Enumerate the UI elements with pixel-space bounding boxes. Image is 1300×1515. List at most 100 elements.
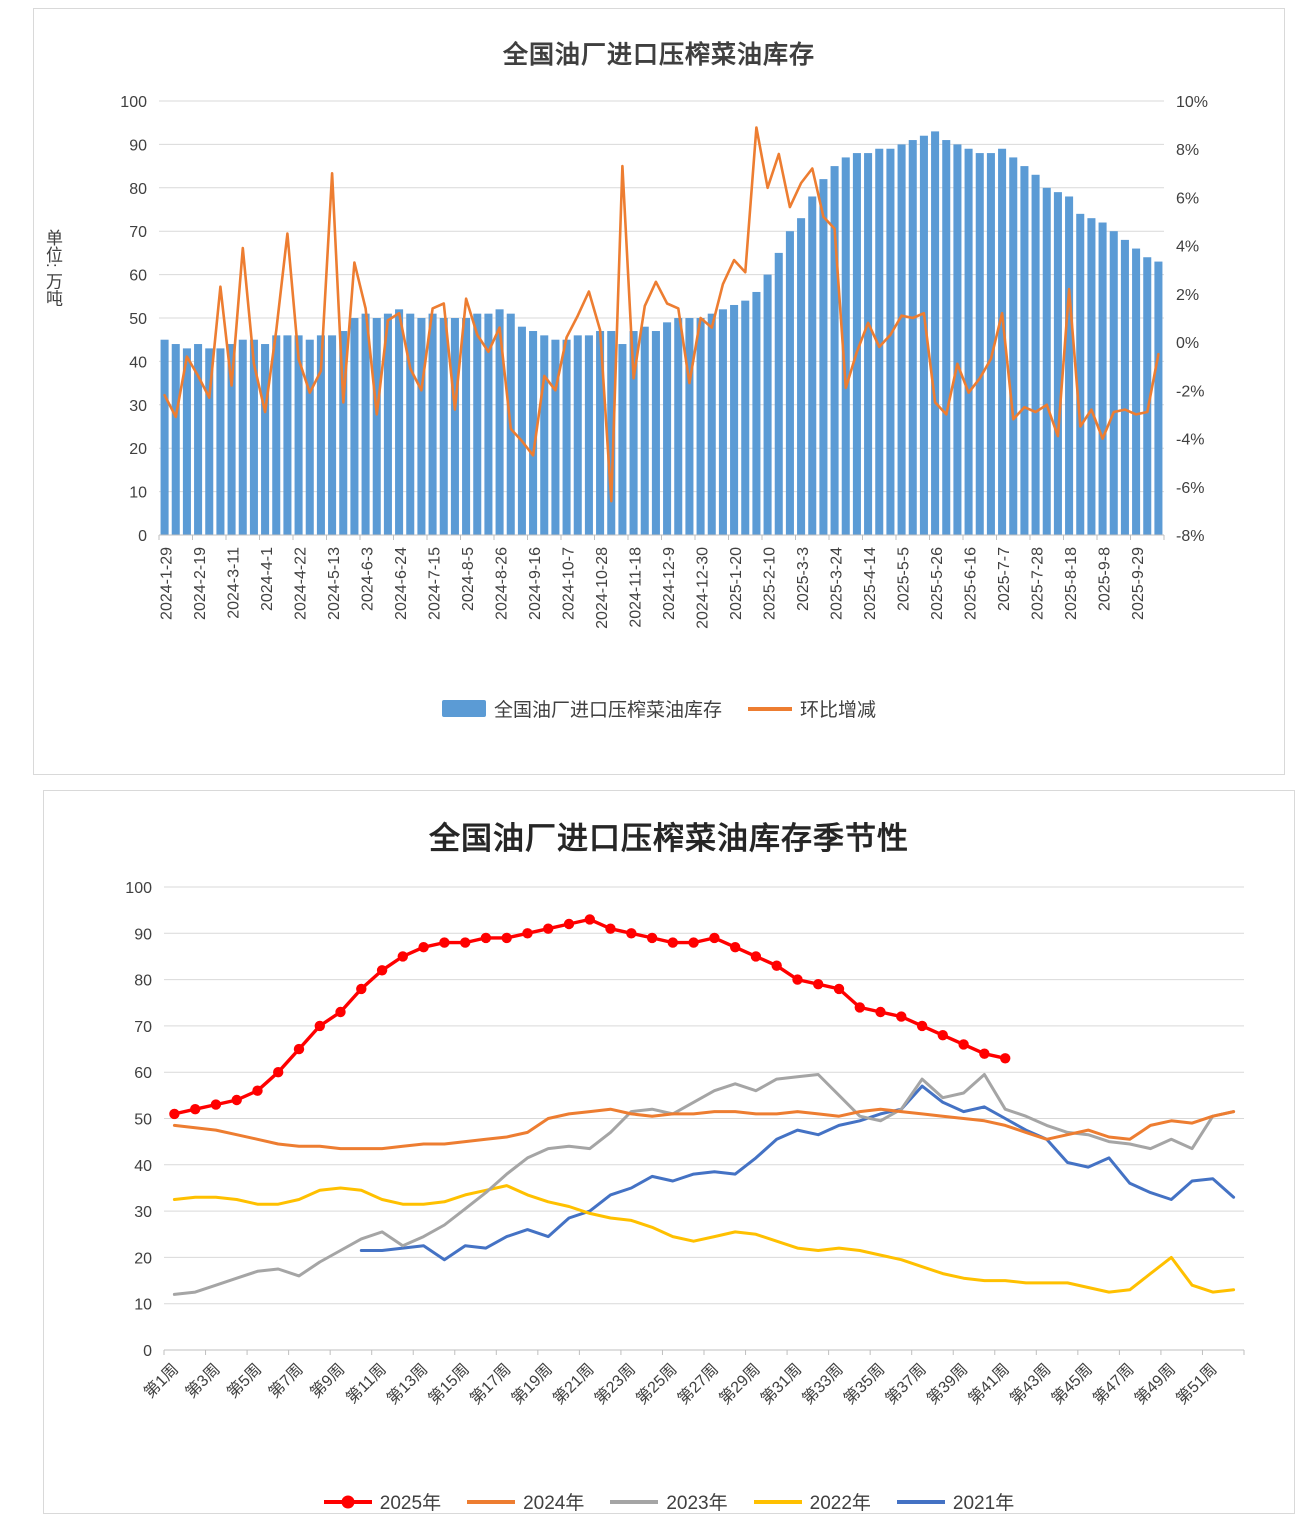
svg-text:10: 10 [129,485,147,502]
svg-text:第17周: 第17周 [467,1360,515,1408]
svg-text:2025-7-28: 2025-7-28 [1030,547,1047,620]
svg-text:2024-12-9: 2024-12-9 [661,547,678,620]
svg-text:第29周: 第29周 [716,1360,764,1408]
svg-text:0: 0 [143,1343,152,1360]
series-2023-swatch [610,1494,659,1510]
svg-text:2025-9-8: 2025-9-8 [1097,547,1114,611]
svg-text:50: 50 [129,311,147,328]
svg-text:-4%: -4% [1176,432,1204,449]
legend-item-2024: 2024年 [467,1488,584,1515]
legend-item-inventory: 全国油厂进口压榨菜油库存 [441,695,722,722]
legend-item-2022: 2022年 [753,1488,871,1515]
svg-text:-6%: -6% [1176,480,1204,497]
series-2025-label: 2025年 [379,1493,442,1514]
svg-text:10: 10 [134,1297,152,1314]
chart1-title: 全国油厂进口压榨菜油库存 [502,41,815,69]
svg-text:2024-4-22: 2024-4-22 [293,547,310,620]
svg-text:第7周: 第7周 [265,1360,307,1402]
svg-text:2025-9-29: 2025-9-29 [1130,547,1147,620]
svg-text:2025-6-16: 2025-6-16 [963,547,980,620]
series-2025-swatch [323,1494,372,1510]
chart2-area: 0 10 20 30 40 50 60 70 80 90 100 第1周 第3周 第5周 第7周 第9周 第11… [64,872,1274,1478]
svg-text:30: 30 [134,1204,152,1221]
svg-text:80: 80 [134,973,152,990]
inventory-combo-chart: 0 10 20 30 40 50 60 70 80 90 100 -8% -6% -4% -2% 0% 2% 4%… [120,94,1208,629]
legend-item-change: 环比增减 [748,695,876,722]
svg-text:2025-5-26: 2025-5-26 [929,547,946,620]
svg-text:2024-8-5: 2024-8-5 [460,547,477,611]
svg-text:2024-6-3: 2024-6-3 [360,547,377,611]
svg-text:第43周: 第43周 [1007,1360,1055,1408]
svg-text:6%: 6% [1176,190,1199,207]
svg-text:第49周: 第49周 [1131,1360,1179,1408]
series-2021-swatch [896,1494,945,1510]
series-2022-label: 2022年 [809,1493,871,1514]
svg-text:2025-7-7: 2025-7-7 [996,547,1013,611]
svg-text:2024-5-13: 2024-5-13 [326,547,343,620]
svg-text:60: 60 [129,268,147,285]
svg-text:2024-7-15: 2024-7-15 [427,547,444,620]
svg-text:2024-4-1: 2024-4-1 [259,547,276,611]
svg-text:100: 100 [125,880,152,897]
svg-text:8%: 8% [1176,142,1199,159]
svg-text:40: 40 [129,354,147,371]
svg-text:2024-10-7: 2024-10-7 [561,547,578,620]
svg-text:90: 90 [129,137,147,154]
svg-text:-8%: -8% [1176,528,1204,545]
legend-item-2021: 2021年 [896,1488,1015,1515]
svg-text:第9周: 第9周 [307,1360,349,1402]
seasonality-line-chart: 0 10 20 30 40 50 60 70 80 90 100 第1周 第3周 第5周 第7周 第9周第11… [125,880,1245,1408]
bar-series-swatch [441,700,486,717]
svg-text:0%: 0% [1176,335,1199,352]
svg-text:2%: 2% [1176,287,1199,304]
svg-text:第39周: 第39周 [923,1360,971,1408]
chart1-y-axis-title: 单位: 万吨 [43,229,62,307]
svg-text:第35周: 第35周 [840,1360,888,1408]
svg-text:10%: 10% [1176,94,1208,111]
legend-item-2025: 2025年 [323,1488,442,1515]
svg-text:2024-8-26: 2024-8-26 [494,547,511,620]
svg-text:第33周: 第33周 [799,1360,847,1408]
svg-text:第47周: 第47周 [1090,1360,1138,1408]
svg-text:2024-12-30: 2024-12-30 [695,547,712,629]
svg-text:第5周: 第5周 [224,1360,266,1402]
svg-text:第23周: 第23周 [591,1360,639,1408]
svg-text:2025-1-20: 2025-1-20 [728,547,745,620]
svg-text:60: 60 [134,1065,152,1082]
svg-text:第37周: 第37周 [882,1360,930,1408]
svg-text:-2%: -2% [1176,383,1204,400]
inventory-chart-panel: 全国油厂进口压榨菜油库存 单位: 万吨 0 10 20 30 40 50 60 70 80 90 1… [33,8,1285,775]
chart2-title: 全国油厂进口压榨菜油库存季节性 [429,821,909,856]
series-2023-label: 2023年 [666,1493,728,1514]
svg-text:2024-6-24: 2024-6-24 [393,547,410,620]
svg-text:2024-10-28: 2024-10-28 [594,547,611,629]
svg-text:第19周: 第19周 [508,1360,556,1408]
svg-text:80: 80 [129,181,147,198]
svg-text:0: 0 [138,528,147,545]
svg-text:第13周: 第13周 [383,1360,431,1408]
svg-text:2025-3-24: 2025-3-24 [829,547,846,620]
svg-text:70: 70 [129,224,147,241]
chart1-area: 单位: 万吨 0 10 20 30 40 50 60 70 80 90 100 -8% -6% -4% -2… [43,89,1264,685]
svg-text:2024-3-11: 2024-3-11 [226,547,243,619]
chart2-legend: 2025年 2024年 2023年 2022年 2021年 [44,1488,1294,1515]
series-2021-label: 2021年 [952,1493,1015,1514]
svg-text:2025-8-18: 2025-8-18 [1063,547,1080,620]
svg-text:第21周: 第21周 [550,1360,598,1408]
svg-text:90: 90 [134,926,152,943]
svg-text:2025-5-5: 2025-5-5 [896,547,913,611]
svg-text:第41周: 第41周 [965,1360,1013,1408]
svg-text:2024-9-16: 2024-9-16 [527,547,544,620]
svg-text:第1周: 第1周 [141,1360,183,1402]
svg-text:第3周: 第3周 [182,1360,224,1402]
svg-text:第15周: 第15周 [425,1360,473,1408]
svg-text:30: 30 [129,398,147,415]
svg-text:50: 50 [134,1112,152,1129]
svg-text:2024-1-29: 2024-1-29 [159,547,176,620]
legend-item-2023: 2023年 [610,1488,728,1515]
series-2022-swatch [753,1494,802,1510]
line-series-swatch [748,706,792,711]
svg-text:2025-2-10: 2025-2-10 [762,547,779,620]
line-series-label: 环比增减 [800,700,877,721]
